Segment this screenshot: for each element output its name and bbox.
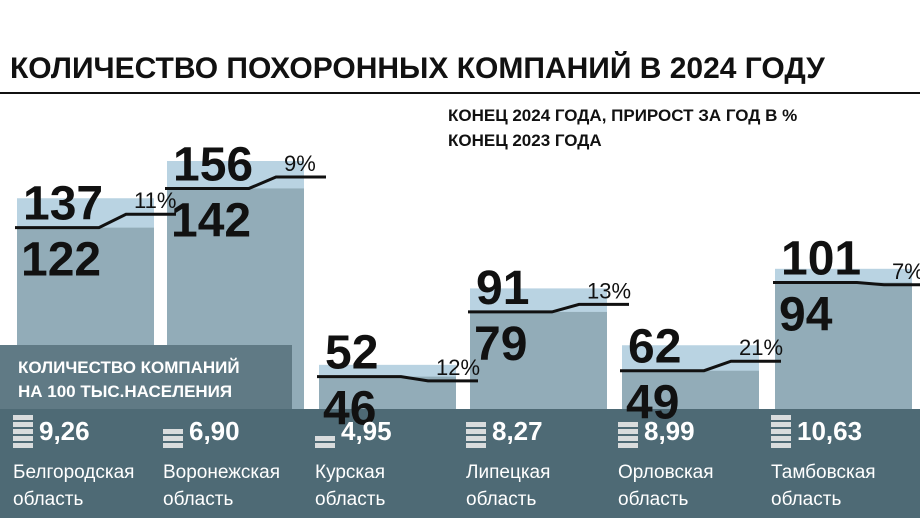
region-name-line2: область xyxy=(466,489,536,510)
density-value: 6,90 xyxy=(189,416,240,446)
density-mark xyxy=(771,415,791,420)
density-mark xyxy=(466,436,486,441)
growth-pct-label: 7% xyxy=(892,259,920,284)
density-mark xyxy=(618,429,638,434)
legend-2024-label: КОНЕЦ 2024 ГОДА, ПРИРОСТ ЗА ГОД В % xyxy=(448,106,797,125)
density-mark xyxy=(163,443,183,448)
growth-pct-label: 21% xyxy=(739,335,783,360)
density-value: 10,63 xyxy=(797,416,862,446)
region-name-line1: Воронежская xyxy=(163,462,280,483)
value-2024-label: 62 xyxy=(628,321,681,374)
density-mark xyxy=(466,422,486,427)
density-band xyxy=(0,409,920,518)
value-2024-label: 101 xyxy=(781,233,861,286)
value-2023-label: 79 xyxy=(474,318,527,371)
region-name-line1: Липецкая xyxy=(466,462,550,483)
density-mark xyxy=(771,443,791,448)
density-label-box xyxy=(0,345,292,409)
value-2023-label: 122 xyxy=(21,234,101,287)
region-name-line2: область xyxy=(315,489,385,510)
density-mark xyxy=(771,422,791,427)
region-name-line1: Курская xyxy=(315,462,385,483)
density-mark xyxy=(618,443,638,448)
region-name-line1: Орловская xyxy=(618,462,714,483)
density-mark xyxy=(466,443,486,448)
density-mark xyxy=(315,436,335,441)
density-mark xyxy=(163,436,183,441)
density-mark xyxy=(13,422,33,427)
density-mark xyxy=(315,443,335,448)
density-mark xyxy=(163,429,183,434)
density-value: 4,95 xyxy=(341,416,392,446)
growth-line xyxy=(620,359,781,373)
growth-line xyxy=(15,212,176,230)
value-2024-label: 137 xyxy=(23,178,103,231)
growth-pct-label: 12% xyxy=(436,355,480,380)
value-2023-label: 46 xyxy=(323,383,376,436)
density-mark xyxy=(618,422,638,427)
growth-line xyxy=(165,175,326,190)
value-2023-label: 94 xyxy=(779,289,833,342)
region-name-line2: область xyxy=(163,489,233,510)
density-value: 9,26 xyxy=(39,416,90,446)
value-2024-label: 91 xyxy=(476,262,529,315)
density-mark xyxy=(13,415,33,420)
density-mark xyxy=(618,436,638,441)
density-mark xyxy=(13,443,33,448)
growth-line xyxy=(773,281,920,287)
chart-title: КОЛИЧЕСТВО ПОХОРОННЫХ КОМПАНИЙ В 2024 ГО… xyxy=(10,51,825,85)
legend-2023-label: КОНЕЦ 2023 ГОДА xyxy=(448,131,602,150)
density-value: 8,27 xyxy=(492,416,543,446)
density-label-line2: НА 100 ТЫС.НАСЕЛЕНИЯ xyxy=(18,382,232,401)
density-mark xyxy=(771,436,791,441)
density-label-line1: КОЛИЧЕСТВО КОМПАНИЙ xyxy=(18,358,240,377)
region-name-line2: область xyxy=(618,489,688,510)
value-2023-label: 142 xyxy=(171,194,251,247)
value-2023-label: 49 xyxy=(626,377,679,430)
growth-line xyxy=(468,302,629,314)
value-2024-label: 156 xyxy=(173,138,253,191)
density-mark xyxy=(13,429,33,434)
value-2024-label: 52 xyxy=(325,327,378,380)
growth-pct-label: 9% xyxy=(284,151,316,176)
density-mark xyxy=(771,429,791,434)
region-name-line1: Тамбовская xyxy=(771,462,876,483)
growth-lines-group xyxy=(15,175,920,383)
growth-pct-label: 13% xyxy=(587,278,631,303)
density-mark xyxy=(13,436,33,441)
growth-pct-label: 11% xyxy=(134,188,176,213)
growth-line xyxy=(317,375,478,383)
density-mark xyxy=(466,429,486,434)
region-name-line1: Белгородская xyxy=(13,462,134,483)
region-name-line2: область xyxy=(771,489,841,510)
density-value: 8,99 xyxy=(644,416,695,446)
region-name-line2: область xyxy=(13,489,83,510)
